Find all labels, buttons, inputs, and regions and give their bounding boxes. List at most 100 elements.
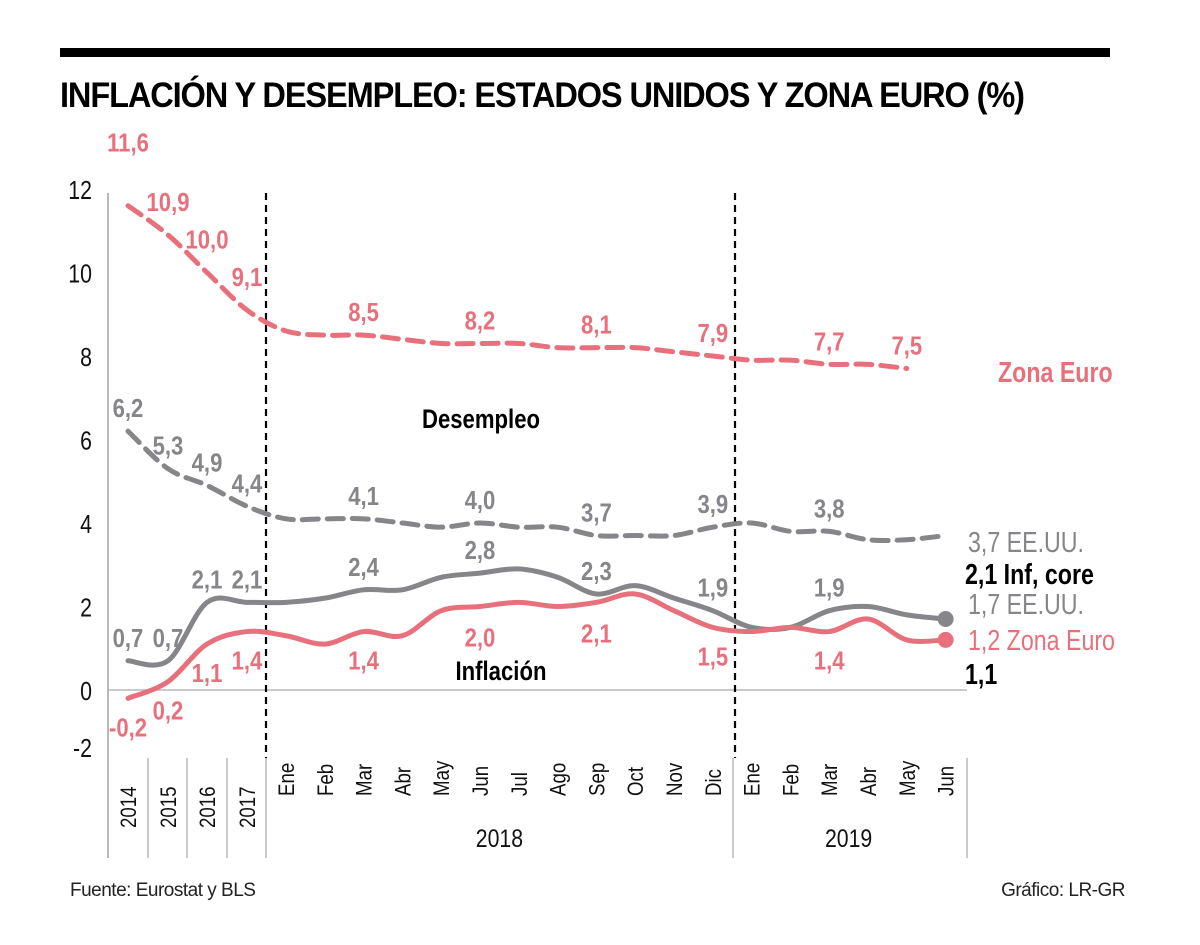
data-label: 8,5 <box>348 298 379 327</box>
unemployment-euro-line <box>125 203 910 372</box>
data-label: 7,9 <box>697 319 728 348</box>
x-tick-label: Mar <box>819 764 843 796</box>
y-tick-label: 10 <box>68 260 92 290</box>
x-tick-label: Ago <box>547 763 571 796</box>
inflation-usa-line <box>125 566 949 668</box>
data-label: 3,9 <box>697 491 728 520</box>
end-label-euro-unemployment: Zona Euro <box>998 355 1113 388</box>
x-tick-label: Oct <box>625 767 649 796</box>
annotation-core-inflation: 2,1 Inf, core <box>965 557 1094 590</box>
x-tick-text: 2017 <box>237 786 261 828</box>
series-end-marker <box>937 631 954 648</box>
data-label: -0,2 <box>109 714 147 743</box>
y-tick-label: 8 <box>80 343 92 373</box>
data-label: 2,0 <box>465 624 496 653</box>
x-tick-text: Abr <box>392 767 416 796</box>
unemployment-usa-line <box>125 428 949 543</box>
credit-note: Gráfico: LR-GR <box>1001 880 1125 901</box>
data-label: 2,8 <box>465 536 496 565</box>
x-tick-label: Dic <box>702 769 726 796</box>
x-tick-text: Feb <box>314 764 338 796</box>
data-label: 7,7 <box>814 328 845 357</box>
y-tick-label: 6 <box>80 427 92 457</box>
data-label: 1,5 <box>697 643 728 672</box>
x-tick-text: Jun <box>935 766 959 796</box>
x-tick-text: 2016 <box>197 786 221 828</box>
y-tick-label: 4 <box>80 510 92 540</box>
data-label: 10,9 <box>147 188 190 217</box>
y-tick-label: 0 <box>80 677 92 707</box>
x-tick-label: Jul <box>508 772 532 796</box>
x-tick-label: 2016 <box>197 786 221 828</box>
data-label: 3,7 <box>581 499 612 528</box>
data-label: 7,5 <box>891 332 922 361</box>
x-tick-label: Abr <box>858 767 882 796</box>
x-axis-ticks: 2014 2015 2016 2017 Ene Feb Mar Abr May Jun Jul Ago… <box>118 760 959 852</box>
x-tick-text: Abr <box>858 767 882 796</box>
x-tick-text: Jun <box>470 766 494 796</box>
x-tick-label: Feb <box>780 764 804 796</box>
data-label: 4,1 <box>348 482 379 511</box>
data-label: 0,7 <box>153 624 184 653</box>
end-label-usa-unemployment: 3,7 EE.UU. <box>968 525 1084 558</box>
data-label: 2,1 <box>192 566 223 595</box>
x-tick-label: May <box>431 760 455 796</box>
end-label-euro-inflation: 1,2 Zona Euro <box>968 623 1115 656</box>
x-tick-text: Dic <box>702 769 726 796</box>
x-tick-label: Ene <box>276 763 300 796</box>
series-lines <box>125 203 954 701</box>
x-tick-text: Oct <box>625 767 649 796</box>
x-tick-label: May <box>896 760 920 796</box>
section-label-unemployment: Desempleo <box>422 405 540 435</box>
x-tick-text: 2015 <box>158 786 182 828</box>
data-label: 8,2 <box>465 307 496 336</box>
data-label: 3,8 <box>814 495 845 524</box>
y-axis-ticks: 12 10 8 6 4 2 0 -2 <box>68 176 92 764</box>
data-label: 2,4 <box>348 553 379 582</box>
x-tick-text: Sep <box>586 763 610 796</box>
data-label: 4,9 <box>192 449 223 478</box>
data-label: 2,3 <box>581 557 612 586</box>
year-group-label: 2018 <box>476 824 523 852</box>
x-tick-text: Ago <box>547 763 571 796</box>
x-tick-label: 2014 <box>118 786 142 828</box>
data-label: 0,7 <box>113 624 144 653</box>
data-label: 8,1 <box>581 311 612 340</box>
data-label: 1,9 <box>814 574 845 603</box>
x-tick-text: Nov <box>664 762 688 796</box>
data-label: 1,1 <box>192 659 223 688</box>
data-label: 4,0 <box>465 486 496 515</box>
data-label: 2,1 <box>232 566 263 595</box>
data-label: 10,0 <box>186 226 229 255</box>
y-tick-label: 2 <box>80 594 92 624</box>
data-label: 2,1 <box>581 620 612 649</box>
x-tick-text: May <box>431 760 455 796</box>
x-tick-label: Ene <box>741 763 765 796</box>
x-tick-text: May <box>896 760 920 796</box>
inflation-euro-line <box>125 591 949 701</box>
series-end-marker <box>937 611 954 628</box>
data-label: 1,4 <box>232 647 263 676</box>
x-tick-text: Ene <box>276 763 300 796</box>
x-tick-label: Jun <box>470 766 494 796</box>
x-tick-label: Feb <box>314 764 338 796</box>
x-tick-text: Jul <box>508 772 532 796</box>
year-group-label: 2019 <box>825 824 872 852</box>
x-tick-text: Mar <box>819 764 843 796</box>
data-label: 11,6 <box>107 129 149 158</box>
source-note: Fuente: Eurostat y BLS <box>70 880 256 901</box>
data-label: 1,9 <box>697 574 728 603</box>
section-label-inflation: Inflación <box>456 657 547 687</box>
x-tick-text: Ene <box>741 763 765 796</box>
title-rule <box>60 48 1110 57</box>
x-tick-label: Jun <box>935 766 959 796</box>
x-tick-label: Nov <box>664 762 688 796</box>
x-tick-label: Mar <box>353 764 377 796</box>
data-label: 1,4 <box>814 647 845 676</box>
data-labels: 11,6 10,9 10,09,1 8,5 8,2 8,1 7,9 7,7 7,5 6,2 5,3 4… <box>107 129 922 743</box>
axes <box>107 193 968 858</box>
x-tick-label: 2015 <box>158 786 182 828</box>
y-tick-label: 12 <box>68 176 92 206</box>
